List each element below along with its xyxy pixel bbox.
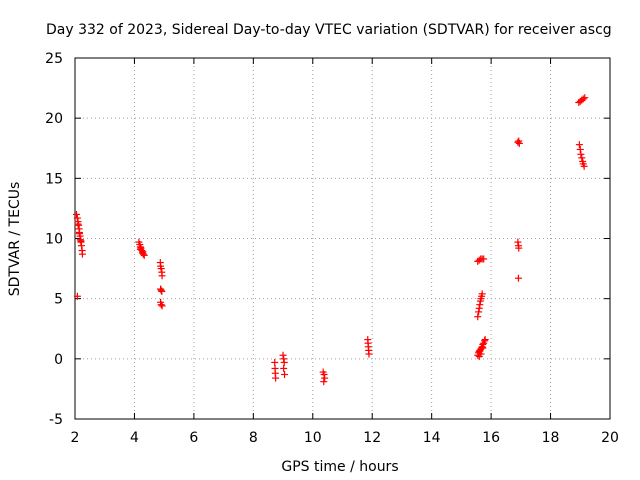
data-point (575, 141, 583, 149)
x-tick-label: 18 (542, 430, 560, 446)
x-tick-label: 20 (601, 430, 619, 446)
data-point (280, 364, 288, 372)
data-point (474, 313, 482, 321)
y-tick-label: 20 (45, 111, 63, 127)
x-tick-label: 8 (249, 430, 258, 446)
x-tick-label: 12 (363, 430, 381, 446)
data-point (321, 374, 329, 382)
data-point (139, 250, 147, 258)
data-point (72, 210, 80, 218)
data-point (136, 245, 144, 253)
data-points (72, 94, 589, 386)
data-point (514, 274, 522, 282)
y-tick-label: 15 (45, 171, 63, 187)
x-tick-label: 14 (423, 430, 441, 446)
data-point (479, 344, 487, 352)
data-point (578, 154, 586, 162)
x-axis-label: GPS time / hours (281, 459, 398, 475)
plot-frame (74, 57, 611, 420)
data-point (73, 292, 81, 300)
grid-lines (75, 58, 610, 419)
y-tick-label: 25 (45, 51, 63, 67)
data-point (78, 250, 86, 258)
data-point (514, 138, 522, 146)
data-point (158, 272, 166, 280)
data-point (579, 95, 587, 103)
y-tick-label: 10 (45, 232, 63, 248)
x-tick-labels: 2 4 6 8 10 12 14 16 18 20 (71, 430, 619, 446)
data-point (365, 350, 373, 358)
x-tick-label: 6 (189, 430, 198, 446)
data-point (478, 290, 486, 298)
data-point (577, 150, 585, 158)
x-tick-label: 4 (130, 430, 139, 446)
y-tick-label: -5 (49, 412, 63, 428)
data-point (77, 237, 85, 245)
data-point (280, 358, 288, 366)
x-tick-label: 10 (304, 430, 322, 446)
data-point (281, 370, 289, 378)
data-point (477, 350, 485, 358)
y-tick-label: 5 (54, 292, 63, 308)
data-point (158, 287, 166, 295)
x-tick-label: 2 (71, 430, 80, 446)
data-point (138, 249, 146, 257)
data-point (75, 230, 83, 238)
x-tick-label: 16 (482, 430, 500, 446)
data-point (320, 378, 328, 386)
data-point (480, 255, 488, 263)
data-point (475, 256, 483, 264)
data-point (158, 302, 166, 310)
data-point (580, 162, 588, 170)
data-point (581, 94, 589, 102)
data-point (74, 220, 82, 228)
data-point (157, 301, 165, 309)
data-point (481, 336, 489, 344)
data-point (272, 374, 280, 382)
y-tick-labels: -5 0 5 10 15 20 25 (45, 51, 63, 428)
axis-ticks (74, 57, 611, 420)
chart-title: Day 332 of 2023, Sidereal Day-to-day VTE… (46, 22, 612, 38)
y-tick-label: 0 (54, 352, 63, 368)
data-point (515, 244, 523, 252)
y-axis-label: SDTVAR / TECUs (7, 182, 23, 297)
data-point (271, 358, 279, 366)
data-point (515, 139, 523, 147)
